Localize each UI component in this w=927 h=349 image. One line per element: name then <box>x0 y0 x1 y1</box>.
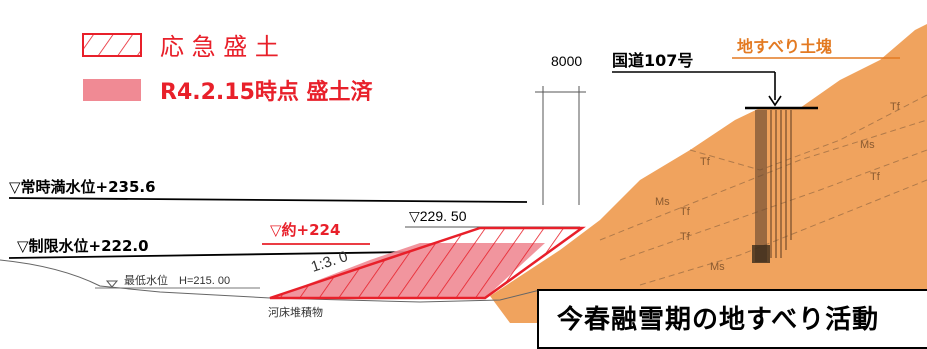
geology-ms-label: Ms <box>860 139 875 151</box>
dimension-marker: 8000 <box>535 53 586 205</box>
legend-completed-fill-label: R4.2.15時点 盛土済 <box>160 79 374 105</box>
geology-ms-label: Ms <box>655 196 670 208</box>
pile-column <box>755 110 767 262</box>
geology-tf-label: Tf <box>680 231 691 243</box>
approx-level-label: ▽約+224 <box>270 221 340 239</box>
geology-line <box>599 119 927 241</box>
embankment-top-label: ▽229. 50 <box>409 208 467 224</box>
legend-completed-swatch <box>83 79 141 101</box>
route-label: 国道107号 <box>612 51 693 70</box>
landslide-block-shape <box>490 24 927 323</box>
landslide-mass: Tf Tf Tf Tf Tf Ms Ms Ms <box>490 24 927 323</box>
geology-line <box>639 179 927 286</box>
route-callout: 国道107号 <box>612 51 782 107</box>
geology-tf-label: Tf <box>680 206 691 218</box>
geology-ms-label: Ms <box>710 261 725 273</box>
landslide-block-label: 地すべり土塊 <box>737 37 832 56</box>
water-levels: ▽常時満水位+235.6 ▽制限水位+222.0 ▽229. 50 最低水位 H… <box>8 178 580 289</box>
pile-base <box>752 245 770 263</box>
restricted-water-level-line <box>8 251 411 259</box>
geology-line <box>619 149 927 261</box>
route-arrow-head <box>768 95 782 107</box>
landslide-activity-callout: 今春融雪期の地すべり活動 <box>537 289 927 349</box>
emergency-fill-hatch <box>269 226 586 300</box>
riverbed-deposit-label: 河床堆積物 <box>268 305 323 319</box>
legend-hatch-swatch <box>82 33 142 57</box>
cross-section-diagram: 応 急 盛 土 R4.2.15時点 盛土済 Tf Tf Tf Tf Tf Ms … <box>0 24 927 323</box>
lowest-water-level-label: 最低水位 H=215. 00 <box>124 273 230 287</box>
pile-structure <box>745 106 818 263</box>
landslide-activity-callout-text: 今春融雪期の地すべり活動 <box>557 305 880 335</box>
landslide-callout: 地すべり土塊 <box>732 37 900 59</box>
legend: 応 急 盛 土 R4.2.15時点 盛土済 <box>82 33 374 105</box>
lowest-water-level-marker <box>105 280 119 288</box>
geology-tf-label: Tf <box>890 101 901 113</box>
restricted-water-level-label: ▽制限水位+222.0 <box>17 237 149 255</box>
geology-tf-label: Tf <box>700 156 711 168</box>
geology-tf-label: Tf <box>870 171 881 183</box>
dimension-label: 8000 <box>551 53 582 69</box>
geology-line <box>689 94 927 171</box>
normal-full-water-level-line <box>8 197 528 203</box>
normal-full-water-level-label: ▽常時満水位+235.6 <box>9 178 156 196</box>
emergency-embankment: 1:3. 0 ▽約+224 <box>262 221 586 300</box>
legend-emergency-fill-label: 応 急 盛 土 <box>160 33 279 61</box>
